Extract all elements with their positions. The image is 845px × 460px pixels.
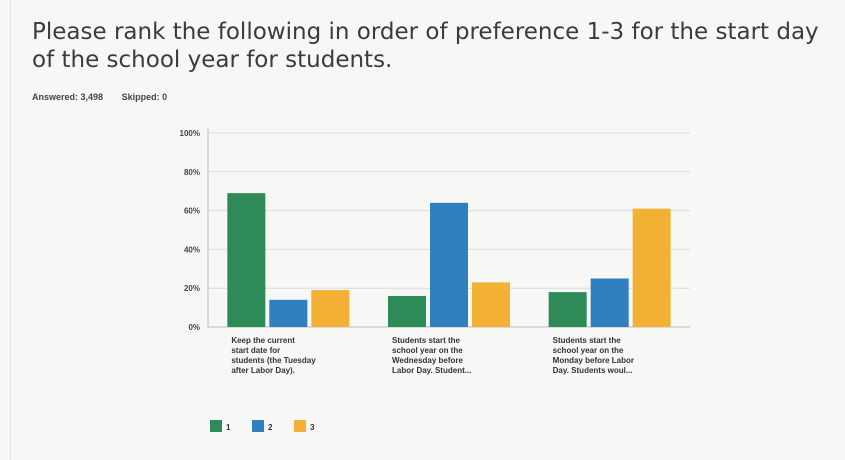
bar-2-series-2 xyxy=(430,202,468,327)
legend-label-2: 2 xyxy=(268,423,273,432)
bar-3-series-2 xyxy=(590,278,629,327)
question-title: Please rank the following in order of pr… xyxy=(32,19,819,73)
x-category-label: school year on the xyxy=(553,346,624,355)
x-category-label: Labor Day. Student... xyxy=(392,366,471,375)
bar-1-series-3 xyxy=(311,290,350,327)
x-category-label: school year on the xyxy=(392,346,463,355)
y-tick-label: 80% xyxy=(184,168,200,177)
y-tick-label: 60% xyxy=(184,207,200,216)
bar-3-series-3 xyxy=(632,208,671,327)
legend-swatch-1 xyxy=(210,420,222,432)
skipped-count: Skipped: 0 xyxy=(121,92,168,102)
legend-swatch-3 xyxy=(294,420,306,432)
x-category-label: Students start the xyxy=(392,336,461,345)
x-category-label: students (the Tuesday xyxy=(231,356,316,365)
response-stats: Answered: 3,498 Skipped: 0 xyxy=(32,92,183,102)
bar-3-series-1 xyxy=(548,292,587,327)
x-category-label: Keep the current xyxy=(231,336,295,345)
x-category-label: after Labor Day). xyxy=(231,366,295,375)
bar-1-series-2 xyxy=(269,299,308,327)
legend-swatch-2 xyxy=(252,420,264,432)
page-left-rule xyxy=(10,0,11,460)
x-category-label: Day. Students woul... xyxy=(553,366,633,375)
x-category-label: Wednesday before xyxy=(392,356,464,365)
answered-count: Answered: 3,498 xyxy=(32,92,104,102)
y-tick-label: 0% xyxy=(188,323,200,332)
y-tick-label: 100% xyxy=(180,129,200,138)
bar-1-series-1 xyxy=(227,193,266,327)
y-tick-label: 20% xyxy=(184,284,200,293)
bar-2-series-1 xyxy=(388,295,426,327)
y-tick-label: 40% xyxy=(184,245,200,254)
legend-label-3: 3 xyxy=(310,423,315,432)
x-category-label: start date for xyxy=(231,346,280,355)
legend-label-1: 1 xyxy=(226,423,231,432)
x-category-label: Students start the xyxy=(553,336,622,345)
x-category-label: Monday before Labor xyxy=(553,356,634,365)
bar-2-series-3 xyxy=(472,282,510,327)
